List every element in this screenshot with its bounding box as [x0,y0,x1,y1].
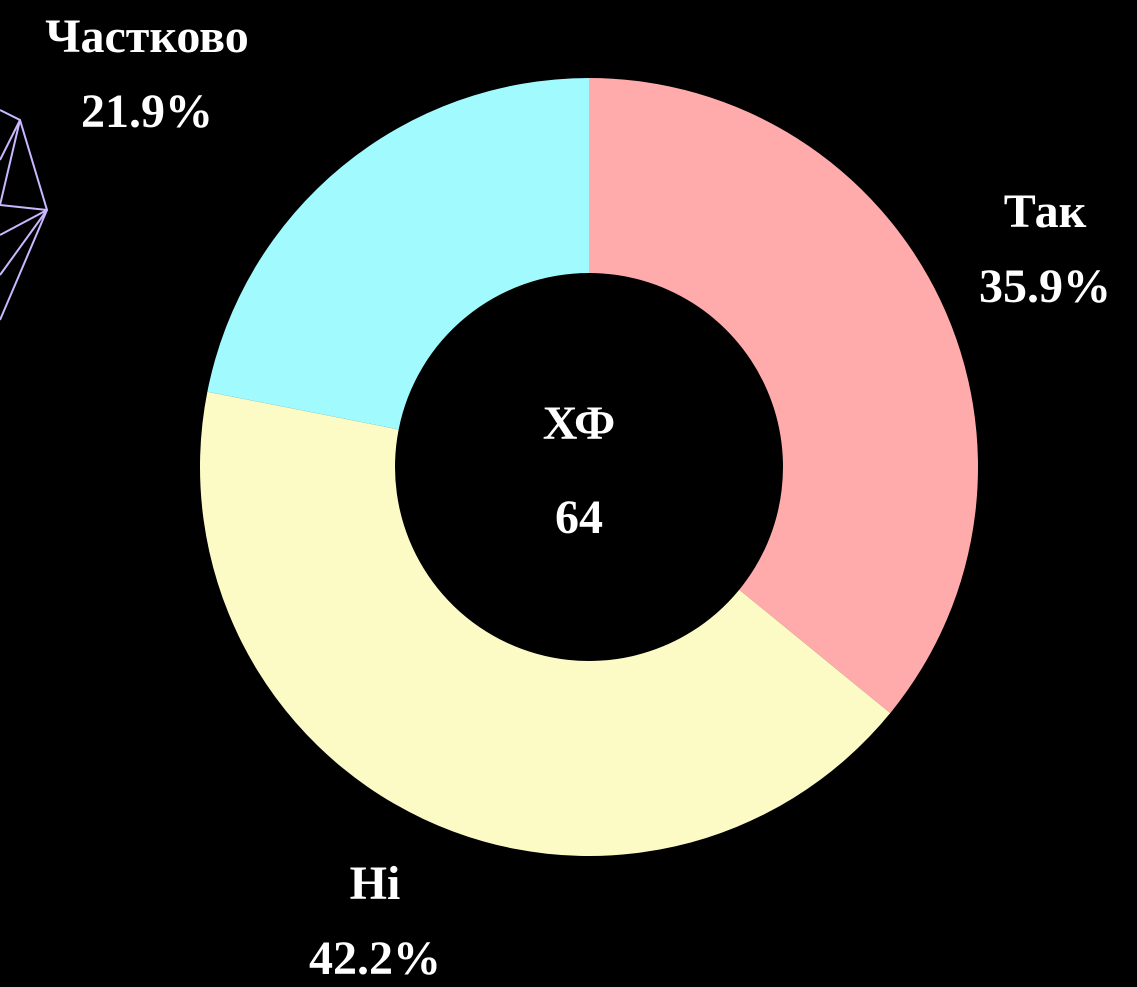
segment-label: Так [1004,185,1087,238]
decoration-line [0,209,48,276]
decoration-line [0,204,48,211]
decoration-line [0,119,21,161]
segment-value-label: 35.9% [979,260,1111,313]
donut-segment [589,78,978,714]
decoration [0,109,49,321]
donut-segment [207,78,590,430]
donut-segment [199,391,891,856]
decoration-line [0,209,48,236]
center-value: 64 [555,491,603,544]
decoration-line [0,119,21,206]
segment-value-label: 21.9% [81,85,213,138]
segment-label: Ні [350,857,401,910]
segment-label: Частково [45,10,249,63]
center-label: ХФ [543,397,616,450]
decoration-line [0,109,49,321]
segment-value-label: 42.2% [309,932,441,985]
